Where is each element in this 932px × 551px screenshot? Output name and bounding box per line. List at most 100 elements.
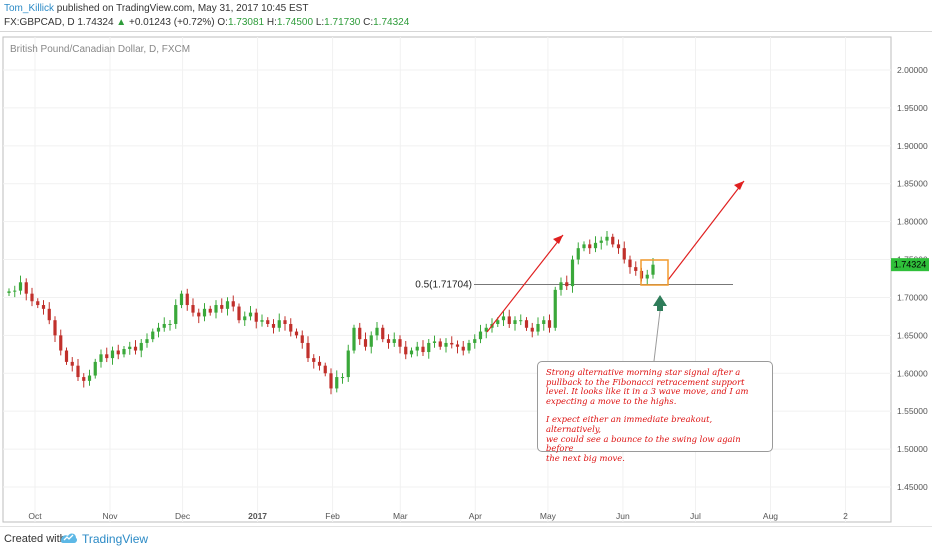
author-link[interactable]: Tom_Killick: [4, 3, 55, 14]
candle-body: [110, 350, 115, 359]
candle-body: [24, 282, 28, 294]
candle-body: [415, 346, 419, 351]
x-tick-label: 2017: [248, 511, 267, 521]
candle-body: [99, 354, 103, 362]
candle-body: [369, 335, 373, 347]
tradingview-brand-link[interactable]: TradingView: [82, 532, 149, 546]
candle-body: [530, 327, 534, 332]
candle-body: [547, 320, 552, 328]
last-price-tag-bg: [891, 258, 929, 272]
candle-body: [283, 320, 287, 324]
candle-body: [392, 339, 396, 343]
candle-body: [151, 331, 155, 340]
x-tick-label: 2: [843, 511, 848, 521]
candle-body: [576, 248, 580, 260]
callout-line: the next big move.: [546, 452, 625, 463]
candle-body: [346, 350, 350, 378]
candle-body: [289, 323, 293, 332]
low-value: 1.71730: [324, 17, 361, 28]
candle-body: [312, 358, 316, 362]
published-text: published on TradingView.com, May 31, 20…: [56, 3, 309, 14]
y-tick-label: 1.85000: [897, 179, 928, 189]
candle-body: [421, 346, 425, 353]
x-tick-label: Jul: [690, 511, 701, 521]
candle-body: [496, 320, 500, 324]
high-value: 1.74500: [276, 17, 314, 28]
candle-body: [588, 244, 592, 249]
candle-body: [145, 339, 149, 343]
candle-body: [450, 342, 454, 345]
x-tick-label: Oct: [28, 511, 42, 521]
candle-body: [582, 244, 586, 249]
y-tick-label: 1.45000: [897, 482, 928, 492]
candle-body: [501, 316, 506, 321]
candle-body: [18, 282, 23, 291]
annotations: [486, 180, 745, 362]
x-tick-label: Feb: [325, 511, 340, 521]
candle-body: [260, 320, 264, 322]
candle-body: [317, 361, 322, 366]
y-tick-label: 1.65000: [897, 330, 928, 340]
open-label: O:: [217, 17, 228, 28]
callout-paragraph-2: I expect either an immediate breakout, a…: [546, 415, 766, 463]
plot-frame: [2, 36, 892, 523]
candle-body: [386, 339, 391, 343]
last-price-tag-label: 1.74324: [894, 260, 927, 270]
candle-body: [634, 267, 638, 271]
candle-body: [294, 331, 299, 336]
candle-body: [559, 282, 563, 290]
candle-body: [220, 305, 224, 309]
x-tick-label: Mar: [393, 511, 408, 521]
x-tick-label: Aug: [763, 511, 778, 521]
candle-body: [593, 242, 598, 249]
candle-body: [616, 244, 621, 249]
candle-body: [185, 293, 189, 306]
candle-body: [524, 320, 529, 328]
callout-line: Strong alternative morning star signal a…: [546, 367, 741, 377]
candle-body: [363, 339, 368, 347]
symbol-info: FX:GBPCAD, D 1.74324 ▲ +0.01243 (+0.72%)…: [4, 17, 409, 28]
annotation-callout: Strong alternative morning star signal a…: [537, 361, 773, 463]
candle-body: [53, 320, 57, 336]
candle-body: [622, 248, 626, 260]
footer: Created with TradingView: [0, 526, 932, 551]
y-tick-label: 1.90000: [897, 141, 928, 151]
candle-body: [30, 293, 34, 302]
candle-body: [41, 305, 46, 309]
candle-body: [444, 342, 448, 347]
candle-body: [128, 346, 132, 350]
header-divider: [0, 31, 932, 32]
candle-body: [507, 316, 511, 324]
arrow-line-2: [667, 180, 745, 281]
publish-info: Tom_Killick published on TradingView.com…: [4, 3, 308, 14]
candle-body: [225, 301, 230, 309]
x-axis: Oct Nov Dec 2017 Feb Mar Apr May Jun Jul Aug 2: [28, 511, 848, 521]
candle-body: [105, 354, 109, 359]
candle-body: [122, 349, 126, 355]
callout-line: we could see a bounce to the swing low a…: [546, 433, 741, 454]
candle-body: [70, 361, 74, 366]
callout-pointer: [653, 310, 661, 362]
candle-body: [352, 327, 356, 351]
candle-body: [467, 342, 471, 351]
up-triangle-icon: ▲: [116, 17, 127, 28]
y-tick-label: 1.70000: [897, 292, 928, 302]
candle-body: [455, 344, 460, 347]
candles: [7, 231, 655, 395]
y-tick-label: 1.55000: [897, 406, 928, 416]
y-tick-label: 1.80000: [897, 217, 928, 227]
x-tick-label: Nov: [102, 511, 118, 521]
candle-body: [7, 291, 11, 293]
last-price-tag: 1.74324: [891, 258, 929, 272]
close-value: 1.74324: [373, 17, 410, 28]
candle-body: [409, 350, 414, 355]
callout-line: level. It looks like it in a 3 wave move…: [546, 386, 749, 397]
candle-body: [271, 323, 276, 328]
candle-body: [93, 361, 97, 376]
candle-body: [329, 373, 333, 389]
price-chart[interactable]: British Pound/Canadian Dollar, D, FXCM 0…: [0, 32, 932, 526]
candle-body: [116, 350, 120, 355]
tradingview-logo-icon[interactable]: [60, 530, 78, 546]
candle-body: [162, 323, 166, 328]
candle-body: [340, 377, 345, 379]
